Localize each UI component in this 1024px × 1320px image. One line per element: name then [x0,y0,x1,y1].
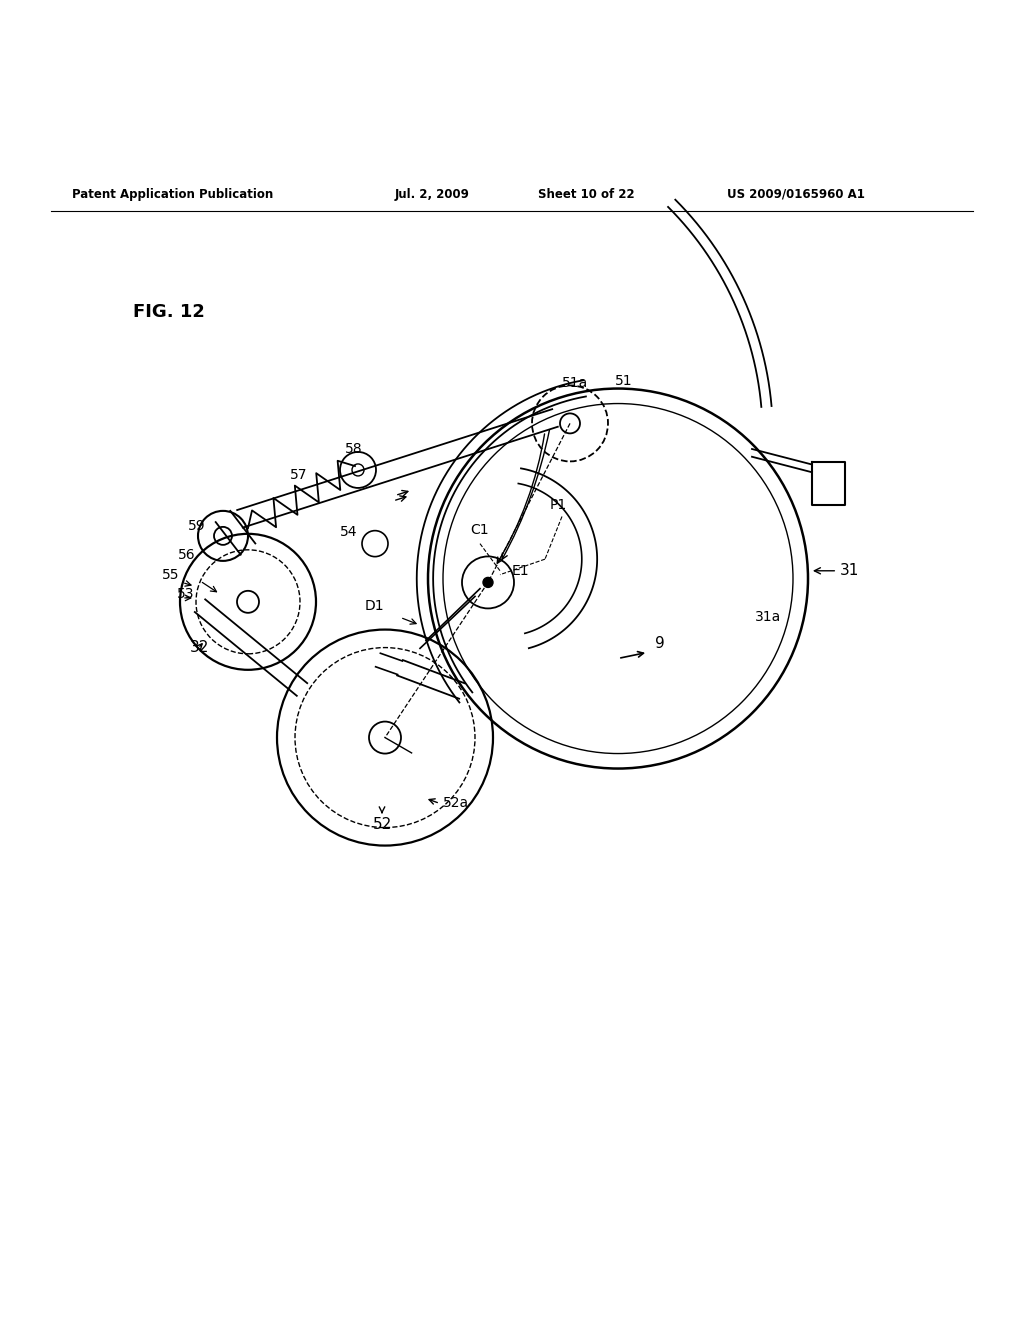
Text: 31a: 31a [755,610,781,624]
Text: 51: 51 [615,374,633,388]
Text: FIG. 12: FIG. 12 [133,302,205,321]
Text: Sheet 10 of 22: Sheet 10 of 22 [538,187,634,201]
Text: 59: 59 [188,519,206,533]
Text: C1: C1 [470,523,488,537]
Text: 54: 54 [340,525,357,539]
Text: 53: 53 [177,587,195,601]
Text: Jul. 2, 2009: Jul. 2, 2009 [394,187,469,201]
Text: 58: 58 [345,442,362,455]
Text: E1: E1 [512,564,529,578]
Text: 52a: 52a [443,796,469,810]
Text: 55: 55 [162,568,179,582]
Text: D1: D1 [365,598,385,612]
Text: US 2009/0165960 A1: US 2009/0165960 A1 [727,187,865,201]
Text: 32: 32 [190,640,209,655]
Text: P1: P1 [550,498,567,512]
Text: 51a: 51a [562,376,588,389]
Text: 56: 56 [178,548,196,562]
Text: 52: 52 [373,817,391,832]
Text: Patent Application Publication: Patent Application Publication [72,187,273,201]
Text: 57: 57 [290,469,307,482]
Circle shape [483,577,493,587]
Text: 9: 9 [655,636,665,651]
Text: 31: 31 [814,564,859,578]
